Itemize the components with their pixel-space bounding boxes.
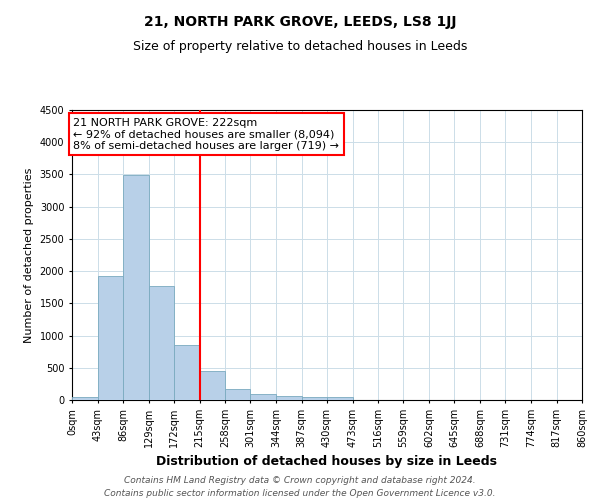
- Bar: [123, 175, 149, 400]
- X-axis label: Distribution of detached houses by size in Leeds: Distribution of detached houses by size …: [157, 456, 497, 468]
- Y-axis label: Number of detached properties: Number of detached properties: [24, 168, 34, 342]
- Bar: [97, 276, 123, 400]
- Bar: [251, 394, 276, 400]
- Bar: [149, 286, 174, 400]
- Text: 21 NORTH PARK GROVE: 222sqm
← 92% of detached houses are smaller (8,094)
8% of s: 21 NORTH PARK GROVE: 222sqm ← 92% of det…: [73, 118, 339, 151]
- Bar: [276, 396, 302, 400]
- Bar: [199, 371, 225, 400]
- Text: Contains HM Land Registry data © Crown copyright and database right 2024.
Contai: Contains HM Land Registry data © Crown c…: [104, 476, 496, 498]
- Text: Size of property relative to detached houses in Leeds: Size of property relative to detached ho…: [133, 40, 467, 53]
- Bar: [174, 344, 199, 400]
- Bar: [327, 398, 353, 400]
- Text: 21, NORTH PARK GROVE, LEEDS, LS8 1JJ: 21, NORTH PARK GROVE, LEEDS, LS8 1JJ: [144, 15, 456, 29]
- Bar: [302, 398, 327, 400]
- Bar: [72, 398, 97, 400]
- Bar: [225, 388, 251, 400]
